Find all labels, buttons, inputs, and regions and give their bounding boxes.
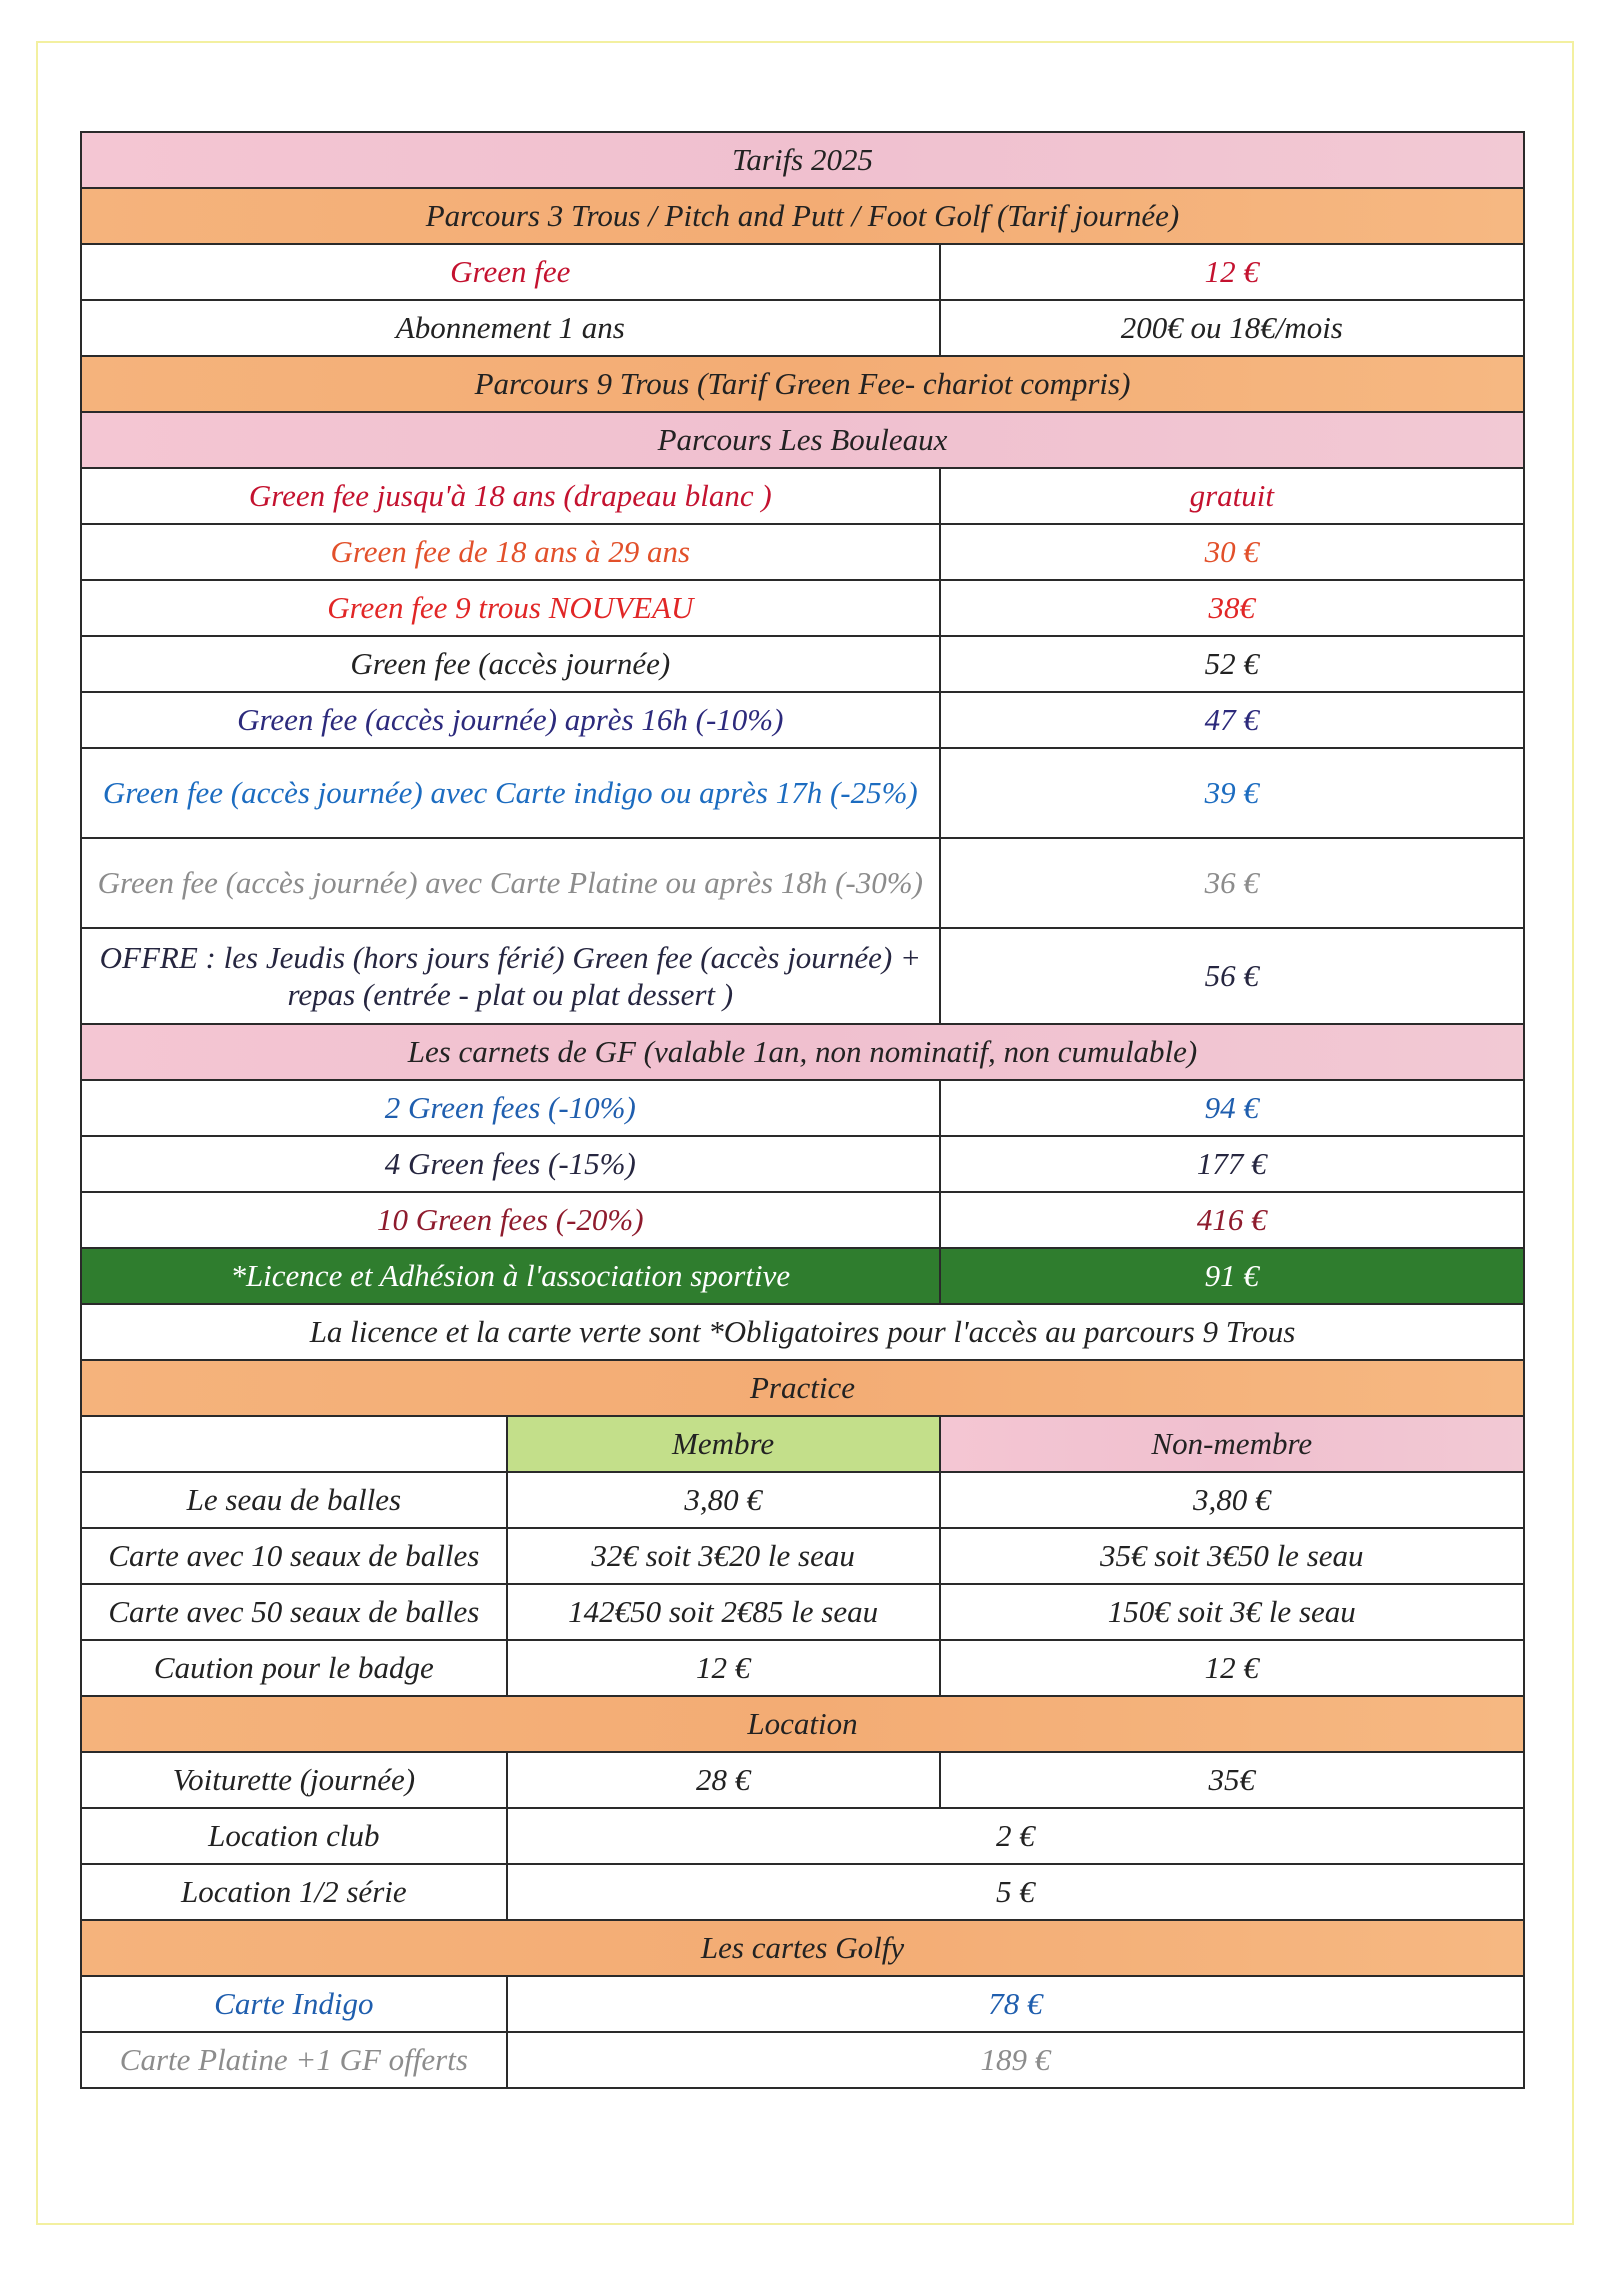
row-price: gratuit: [938, 467, 1526, 525]
row-label: Voiturette (journée): [80, 1751, 508, 1809]
member-price: 3,80 €: [505, 1471, 941, 1529]
row-label: Location club: [80, 1807, 508, 1865]
row-price: 177 €: [938, 1135, 1526, 1193]
row-label: 10 Green fees (-20%): [80, 1191, 941, 1249]
row-price: 47 €: [938, 691, 1526, 749]
table-row: Voiturette (journée) 28 €35€: [80, 1751, 1526, 1809]
price-table: Tarifs 2025 Parcours 3 Trous / Pitch and…: [80, 131, 1526, 2089]
non-member-price: 150€ soit 3€ le seau: [938, 1583, 1526, 1641]
member-price: 28 €: [505, 1751, 941, 1809]
row-price: 200€ ou 18€/mois: [938, 299, 1526, 357]
column-header-non-member: Non-membre: [938, 1415, 1526, 1473]
table-row: OFFRE : les Jeudis (hors jours férié) Gr…: [80, 927, 1526, 1025]
row-label: Green fee (accès journée) avec Carte ind…: [80, 747, 941, 839]
table-row: Abonnement 1 ans 200€ ou 18€/mois: [80, 299, 1526, 357]
row-label: 2 Green fees (-10%): [80, 1079, 941, 1137]
row-label: Carte avec 10 seaux de balles: [80, 1527, 508, 1585]
table-row: 10 Green fees (-20%) 416 €: [80, 1191, 1526, 1249]
table-row: Carte Indigo 78 €: [80, 1975, 1526, 2033]
section-header-golfy: Les cartes Golfy: [80, 1919, 1525, 1977]
row-label: Abonnement 1 ans: [80, 299, 941, 357]
row-label: 4 Green fees (-15%): [80, 1135, 941, 1193]
table-row: Green fee de 18 ans à 29 ans 30 €: [80, 523, 1526, 581]
non-member-price: 35€ soit 3€50 le seau: [938, 1527, 1526, 1585]
row-price: 94 €: [938, 1079, 1526, 1137]
row-price: 189 €: [505, 2031, 1526, 2089]
row-price: 52 €: [938, 635, 1526, 693]
row-price: 30 €: [938, 523, 1526, 581]
non-member-price: 12 €: [938, 1639, 1526, 1697]
table-row: Carte Platine +1 GF offerts 189 €: [80, 2031, 1526, 2089]
row-price: 12 €: [938, 243, 1526, 301]
table-row: Green fee 9 trous NOUVEAU 38€: [80, 579, 1526, 637]
row-label: Green fee (accès journée) après 16h (-10…: [80, 691, 941, 749]
row-price: 38€: [938, 579, 1526, 637]
table-row: Carte avec 50 seaux de balles 142€50 soit…: [80, 1583, 1526, 1641]
row-label: Green fee 9 trous NOUVEAU: [80, 579, 941, 637]
section-header-carnets: Les carnets de GF (valable 1an, non nomi…: [80, 1023, 1525, 1081]
table-row: Green fee (accès journée) après 16h (-10…: [80, 691, 1526, 749]
table-row: Caution pour le badge 12 €12 €: [80, 1639, 1526, 1697]
section-header-practice: Practice: [80, 1359, 1525, 1417]
row-price: 39 €: [938, 747, 1526, 839]
table-row: Green fee 12 €: [80, 243, 1526, 301]
row-label: OFFRE : les Jeudis (hors jours férié) Gr…: [80, 927, 941, 1025]
row-price: 56 €: [938, 927, 1526, 1025]
empty-cell: [80, 1415, 508, 1473]
member-price: 142€50 soit 2€85 le seau: [505, 1583, 941, 1641]
licence-row: *Licence et Adhésion à l'association spo…: [80, 1247, 1526, 1305]
section-header-location: Location: [80, 1695, 1525, 1753]
table-row: 4 Green fees (-15%) 177 €: [80, 1135, 1526, 1193]
row-price: 36 €: [938, 837, 1526, 929]
table-row: Le seau de balles 3,80 €3,80 €: [80, 1471, 1526, 1529]
table-row: Green fee (accès journée) avec Carte ind…: [80, 747, 1526, 839]
licence-price: 91 €: [938, 1247, 1526, 1305]
row-label: Green fee: [80, 243, 941, 301]
non-member-price: 35€: [938, 1751, 1526, 1809]
non-member-price: 3,80 €: [938, 1471, 1526, 1529]
subheader-bouleaux: Parcours Les Bouleaux: [80, 411, 1525, 469]
row-price: 5 €: [505, 1863, 1526, 1921]
member-price: 12 €: [505, 1639, 941, 1697]
section-header-3-trous: Parcours 3 Trous / Pitch and Putt / Foot…: [80, 187, 1525, 245]
column-header-member: Membre: [505, 1415, 941, 1473]
table-row: Green fee jusqu'à 18 ans (drapeau blanc …: [80, 467, 1526, 525]
licence-label: *Licence et Adhésion à l'association spo…: [80, 1247, 941, 1305]
row-price: 416 €: [938, 1191, 1526, 1249]
page-title: Tarifs 2025: [80, 131, 1525, 189]
row-label: Green fee jusqu'à 18 ans (drapeau blanc …: [80, 467, 941, 525]
row-label: Green fee (accès journée) avec Carte Pla…: [80, 837, 941, 929]
table-row: Location club 2 €: [80, 1807, 1526, 1865]
row-label: Carte avec 50 seaux de balles: [80, 1583, 508, 1641]
page-border: [36, 41, 1574, 2225]
table-row: Location 1/2 série 5 €: [80, 1863, 1526, 1921]
table-row: Carte avec 10 seaux de balles 32€ soit 3€…: [80, 1527, 1526, 1585]
table-row: Green fee (accès journée) avec Carte Pla…: [80, 837, 1526, 929]
table-row: Green fee (accès journée) 52 €: [80, 635, 1526, 693]
licence-note: La licence et la carte verte sont *Oblig…: [80, 1303, 1525, 1361]
row-price: 2 €: [505, 1807, 1526, 1865]
row-price: 78 €: [505, 1975, 1526, 2033]
row-label: Carte Platine +1 GF offerts: [80, 2031, 508, 2089]
member-price: 32€ soit 3€20 le seau: [505, 1527, 941, 1585]
row-label: Le seau de balles: [80, 1471, 508, 1529]
row-label: Green fee (accès journée): [80, 635, 941, 693]
table-row: 2 Green fees (-10%) 94 €: [80, 1079, 1526, 1137]
row-label: Carte Indigo: [80, 1975, 508, 2033]
row-label: Green fee de 18 ans à 29 ans: [80, 523, 941, 581]
row-label: Caution pour le badge: [80, 1639, 508, 1697]
row-label: Location 1/2 série: [80, 1863, 508, 1921]
section-header-9-trous: Parcours 9 Trous (Tarif Green Fee- chari…: [80, 355, 1525, 413]
